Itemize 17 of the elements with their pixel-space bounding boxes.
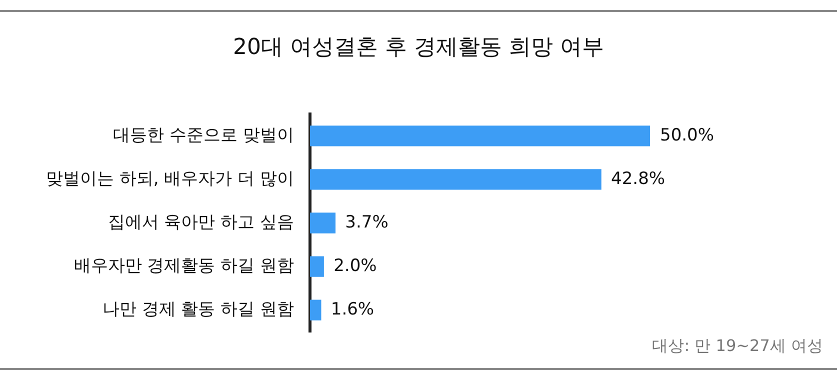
data-label: 2.0% [334, 256, 377, 276]
bar [310, 300, 322, 320]
text: 대상: 만 19~27세 여성 [652, 336, 823, 357]
chart-title: 20대 여성결혼 후 경제활동 희망 여부 [232, 34, 605, 62]
y-tick-label: 배우자만 경제활동 하길 원함 [74, 256, 294, 276]
y-tick-label: 나만 경제 활동 하길 원함 [102, 299, 294, 320]
bar [310, 126, 650, 146]
bar [310, 212, 336, 234]
y-tick-label: 집에서 육아만 하고 싶음 [108, 212, 294, 232]
data-label: 42.8% [611, 168, 666, 189]
data-label: 3.7% [345, 212, 388, 232]
data-label: 50.0% [660, 125, 714, 146]
y-tick-label: 맞벌이는 하되, 배우자가 더 많이 [46, 168, 294, 189]
bar [310, 256, 324, 277]
y-tick-label: 대등한 수준으로 맞벌이 [113, 125, 294, 146]
bar [310, 169, 602, 190]
data-label: 1.6% [330, 299, 374, 320]
